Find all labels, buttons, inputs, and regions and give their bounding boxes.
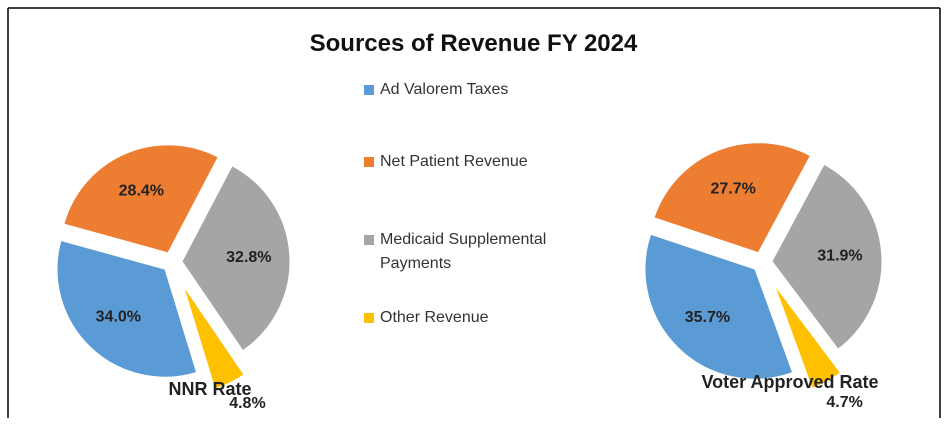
pie-slice — [63, 144, 219, 254]
legend-label: Net Patient Revenue — [380, 153, 528, 170]
legend-label: Medicaid Supplemental Payments — [380, 231, 547, 272]
legend-label: Other Revenue — [380, 309, 489, 326]
data-label: 28.4% — [119, 183, 164, 200]
pie-slice — [56, 239, 198, 378]
legend-item: Medicaid Supplemental Payments — [364, 228, 614, 276]
legend-label: Ad Valorem Taxes — [380, 81, 509, 98]
pie-slice — [182, 285, 245, 390]
legend-swatch — [364, 313, 374, 323]
chart-title: Sources of Revenue FY 2024 — [309, 30, 638, 57]
data-label: 27.7% — [710, 181, 755, 198]
pie-slice — [653, 142, 812, 254]
pie-label: NNR Rate — [168, 379, 252, 399]
legend-item: Net Patient Revenue — [364, 150, 614, 174]
data-label: 35.7% — [685, 309, 730, 326]
pie-slice — [771, 163, 883, 350]
data-label: 32.8% — [226, 249, 271, 266]
pie-slice — [773, 284, 842, 389]
data-label: 4.8% — [229, 395, 265, 412]
data-label: 31.9% — [817, 247, 862, 264]
pie-slice — [181, 165, 291, 352]
legend-swatch — [364, 235, 374, 245]
pie-slice — [644, 233, 794, 380]
legend-swatch — [364, 157, 374, 167]
data-label: 34.0% — [96, 308, 141, 325]
legend-item: Ad Valorem Taxes — [364, 78, 614, 102]
legend-item: Other Revenue — [364, 306, 614, 330]
pie-label: Voter Approved Rate — [701, 372, 879, 392]
legend-swatch — [364, 85, 374, 95]
data-label: 4.7% — [826, 394, 862, 411]
